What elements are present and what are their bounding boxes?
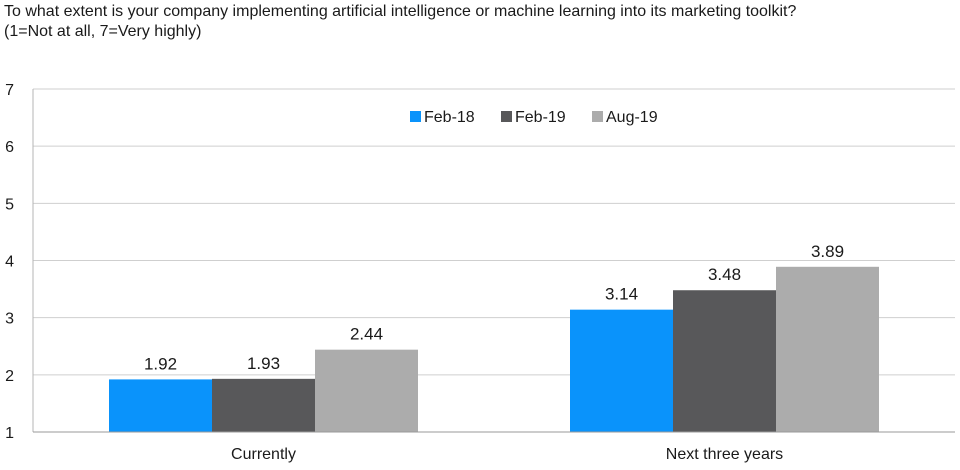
y-tick-label: 3 xyxy=(5,311,14,328)
x-tick-label: Next three years xyxy=(666,446,783,463)
bars xyxy=(109,266,879,432)
bar xyxy=(212,378,315,432)
data-label: 2.44 xyxy=(350,325,383,344)
bar xyxy=(570,309,673,432)
y-tick-label: 6 xyxy=(5,139,14,156)
y-tick-label: 7 xyxy=(5,82,14,99)
legend-swatch xyxy=(501,111,512,122)
legend-label: Feb-19 xyxy=(515,109,566,126)
data-label: 3.48 xyxy=(708,265,741,284)
legend-label: Feb-18 xyxy=(424,109,475,126)
y-tick-label: 5 xyxy=(5,196,14,213)
y-tick-label: 4 xyxy=(5,254,14,271)
chart-title: To what extent is your company implement… xyxy=(4,3,797,20)
y-tick-label: 2 xyxy=(5,368,14,385)
legend-swatch xyxy=(410,111,421,122)
chart-subtitle: (1=Not at all, 7=Very highly) xyxy=(4,23,202,40)
data-label: 1.93 xyxy=(247,354,280,373)
bar xyxy=(673,290,776,432)
bar xyxy=(109,379,212,432)
y-tick-label: 1 xyxy=(5,425,14,442)
x-axis: Currently Next three years xyxy=(33,431,955,463)
data-labels: 1.92 1.93 2.44 3.14 3.48 3.89 xyxy=(144,242,844,374)
data-label: 3.89 xyxy=(811,242,844,261)
chart-title-block: To what extent is your company implement… xyxy=(4,2,954,42)
bar xyxy=(315,349,418,432)
y-axis: 1 2 3 4 5 6 7 xyxy=(5,82,34,442)
legend-label: Aug-19 xyxy=(606,109,658,126)
data-label: 3.14 xyxy=(605,285,638,304)
data-label: 1.92 xyxy=(144,354,177,373)
legend: Feb-18 Feb-19 Aug-19 xyxy=(410,109,658,126)
bar xyxy=(776,266,879,432)
x-tick-label: Currently xyxy=(231,446,296,463)
legend-swatch xyxy=(592,111,603,122)
